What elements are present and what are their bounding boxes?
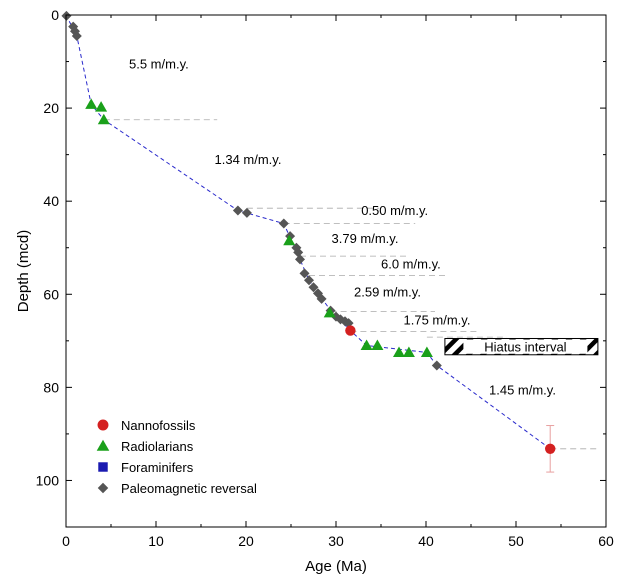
paleomagnetic-reversal-point [71,30,82,41]
x-tick-label: 50 [508,533,524,549]
paleomagnetic-reversal-point [304,275,314,286]
nannofossils-point [345,325,356,336]
legend-marker [97,482,109,494]
x-axis-title: Age (Ma) [305,558,367,575]
radiolarians-point [371,339,384,350]
paleomagnetic-reversal-point [308,282,319,293]
y-axis-title: Depth (mcd) [15,230,32,313]
y-tick-label: 60 [43,286,59,302]
rate-annotation: 6.0 m/m.y. [381,257,441,272]
legend-marker [98,462,108,472]
radiolarians-point [95,101,108,112]
reference-lines [103,119,597,450]
rate-annotations: 5.5 m/m.y. 1.34 m/m.y. 0.50 m/m.y. 3.79 m/m… [129,57,556,398]
paleomagnetic-reversal-point [293,247,304,258]
x-tick-label: 30 [328,533,344,549]
legend-label: Radiolarians [121,439,194,454]
x-tick-label: 0 [62,533,70,549]
legend-marker [96,439,110,451]
rate-annotation: 1.45 m/m.y. [489,382,556,397]
paleomagnetic-reversal-point [232,205,243,216]
paleomagnetic-reversal-point [431,360,442,371]
legend: Nannofossils Radiolarians Foraminifers Pale… [96,418,257,496]
y-tick-label: 40 [43,193,59,209]
y-tick-label: 100 [36,472,60,488]
paleomagnetic-reversal-point [299,268,310,279]
legend-label: Foraminifers [121,460,194,475]
x-tick-label: 20 [238,533,254,549]
paleomagnetic-reversal-point [241,207,252,218]
paleomagnetic-reversal-point [278,218,289,229]
y-tick-label: 0 [51,7,59,23]
age-model-line [65,14,551,450]
rate-annotation: 0.50 m/m.y. [361,203,428,218]
radiolarians-point [97,113,110,125]
radiolarians-point [420,346,433,357]
radiolarians-point [323,306,336,318]
paleomagnetic-reversal-point [316,293,327,304]
legend-label: Nannofossils [121,418,196,433]
x-tick-label: 60 [598,533,614,549]
rate-annotation: 2.59 m/m.y. [354,285,421,300]
rate-annotation: 1.34 m/m.y. [215,152,282,167]
radiolarians-point [85,98,98,109]
nannofossils-point [545,443,556,455]
rate-annotation: 1.75 m/m.y. [404,313,471,328]
hiatus-label-bg [463,339,588,354]
data-points [61,10,556,473]
rate-annotation: 3.79 m/m.y. [332,231,399,246]
rate-annotation: 5.5 m/m.y. [129,57,189,72]
x-tick-label: 40 [418,533,434,549]
legend-label: Paleomagnetic reversal [121,481,257,496]
x-tick-label: 10 [148,533,164,549]
axis-ticks: 0 10 20 30 40 50 60 0 20 40 60 80 100 [36,7,614,549]
paleomagnetic-reversal-point [295,254,305,265]
radiolarians-point [402,346,415,357]
radiolarians-point [360,339,373,350]
hiatus-label: Hiatus interval [484,340,566,355]
radiolarians-point [283,234,296,246]
y-tick-label: 80 [43,379,59,395]
y-tick-label: 20 [43,100,59,116]
age-model-polyline [65,14,551,450]
legend-marker [97,419,109,431]
radiolarians-point [393,346,405,357]
hiatus-interval: Hiatus interval [444,337,599,356]
